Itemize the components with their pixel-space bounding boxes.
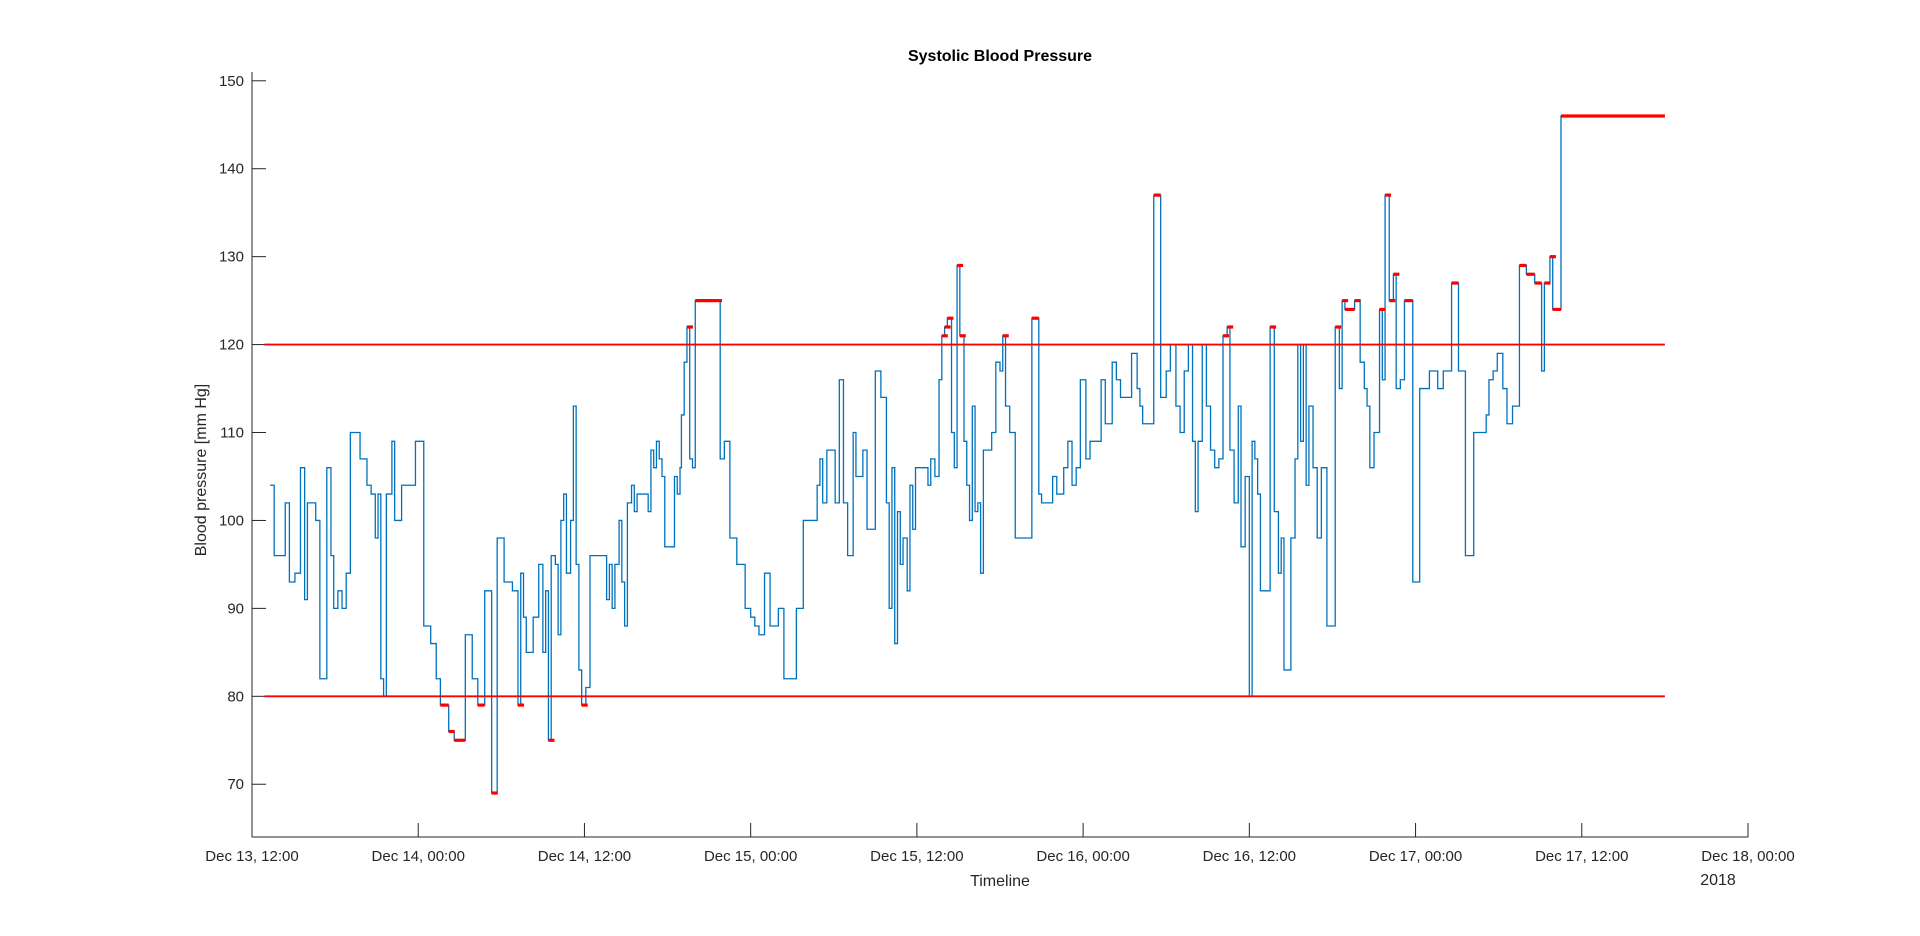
plot-area: 70 80 90 100 110 120 130 140 150 Dec 13, 12:00 Dec… (205, 72, 1795, 865)
chart-title: Systolic Blood Pressure (908, 48, 1092, 65)
x-tick-label: Dec 18, 00:00 (1701, 848, 1794, 865)
x-tick-label: Dec 14, 00:00 (372, 848, 465, 865)
y-tick-label: 140 (219, 161, 244, 178)
x-tick-label: Dec 16, 00:00 (1036, 848, 1129, 865)
x-tick-label: Dec 15, 00:00 (704, 848, 797, 865)
y-tick-label: 70 (227, 776, 244, 793)
x-tick-label: Dec 14, 12:00 (538, 848, 631, 865)
y-tick-label: 100 (219, 512, 244, 529)
series-line (270, 115, 1665, 794)
y-tick-label: 150 (219, 73, 244, 90)
x-tick-label: Dec 15, 12:00 (870, 848, 963, 865)
y-tick-label: 130 (219, 249, 244, 266)
x-axis-title: Timeline (970, 873, 1030, 890)
y-tick-label: 90 (227, 600, 244, 617)
x-tick-label: Dec 13, 12:00 (205, 848, 298, 865)
y-tick-label: 120 (219, 337, 244, 354)
x-tick-label: Dec 17, 12:00 (1535, 848, 1628, 865)
y-axis-title: Blood pressure [mm Hg] (193, 384, 210, 557)
x-axis-year-label: 2018 (1700, 872, 1736, 889)
y-tick-label: 110 (220, 425, 244, 442)
x-tick-label: Dec 17, 00:00 (1369, 848, 1462, 865)
x-tick-label: Dec 16, 12:00 (1203, 848, 1296, 865)
y-tick-label: 80 (227, 688, 244, 705)
